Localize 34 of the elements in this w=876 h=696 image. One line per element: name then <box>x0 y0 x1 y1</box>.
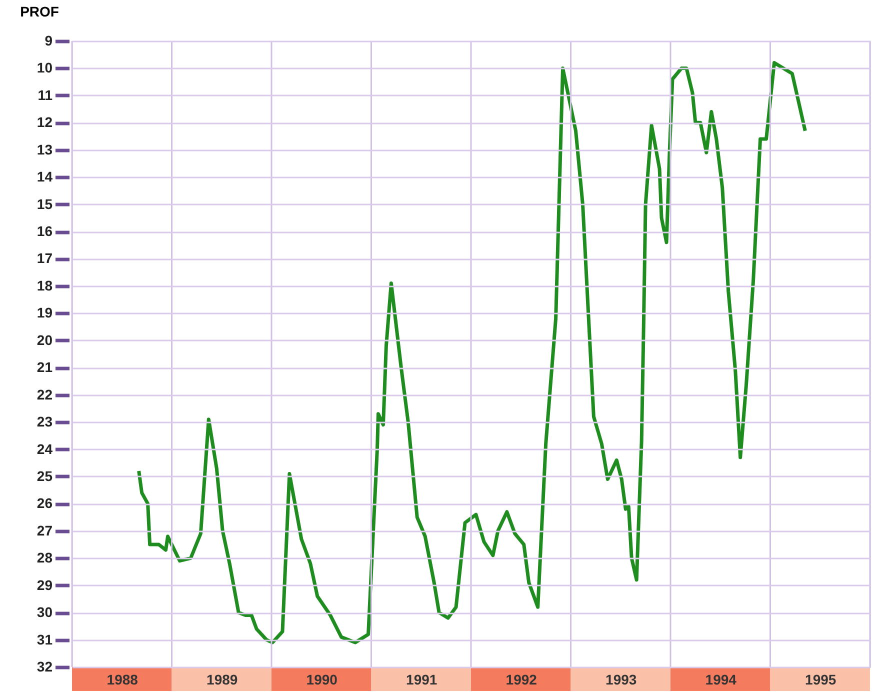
y-tick-label: 20 <box>36 332 53 348</box>
x-tick-label: 1988 <box>106 672 138 688</box>
y-tick-label: 14 <box>36 168 53 185</box>
line-series <box>137 61 807 644</box>
y-tick-label: 11 <box>38 86 53 103</box>
y-axis-title: PROF <box>20 4 60 20</box>
x-tick-label: 1995 <box>805 672 836 688</box>
y-tick-label: 15 <box>36 196 53 212</box>
y-tick-label: 26 <box>36 495 53 512</box>
y-tick-label: 29 <box>36 576 53 593</box>
x-tick-label: 1990 <box>306 672 338 688</box>
y-tick-label: 12 <box>36 114 53 130</box>
y-tick-label: 9 <box>44 32 53 48</box>
x-tick-label: 1993 <box>606 672 637 688</box>
y-tick-label: 27 <box>36 522 53 538</box>
y-tick-label: 18 <box>36 277 53 294</box>
y-tick-label: 31 <box>36 631 53 648</box>
y-tick-label: 25 <box>36 468 53 484</box>
y-tick-label: 24 <box>36 440 53 457</box>
y-tick-label: 10 <box>36 60 53 76</box>
x-tick-label: 1994 <box>705 672 737 688</box>
y-tick-label: 17 <box>36 250 53 266</box>
y-tick-label: 23 <box>36 414 53 430</box>
y-tick-label: 32 <box>36 658 53 674</box>
x-tick-label: 1989 <box>206 672 238 688</box>
y-tick-label: 21 <box>36 359 53 376</box>
y-tick-label: 28 <box>36 550 53 566</box>
y-tick-label: 16 <box>36 223 53 240</box>
x-tick-label: 1991 <box>406 672 438 688</box>
x-tick-label: 1992 <box>506 672 538 688</box>
y-tick-label: 22 <box>36 386 53 402</box>
y-tick-label: 30 <box>36 604 53 620</box>
y-tick-label: 13 <box>36 141 53 158</box>
y-tick-label: 19 <box>36 304 53 321</box>
